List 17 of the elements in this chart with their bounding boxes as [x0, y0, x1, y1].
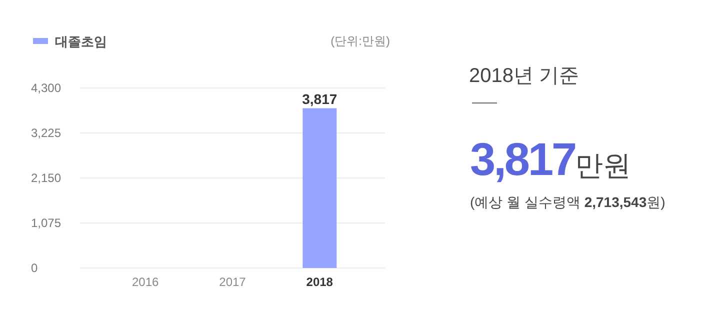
text: 2,713,543: [584, 194, 647, 210]
text: 3,817: [470, 133, 576, 185]
y-tick-label: 2,150: [31, 171, 62, 185]
x-tick-label: 2018: [306, 275, 334, 289]
y-tick-label: 4,300: [31, 81, 62, 95]
text: 만원: [575, 150, 632, 181]
x-tick-label: 2016: [132, 275, 160, 289]
legend-label: 대졸초임: [55, 34, 107, 49]
text: 2018년 기준: [469, 65, 580, 87]
text: 원): [646, 194, 666, 210]
text: (예상 월 실수령액: [470, 194, 584, 210]
y-tick-label: 0: [31, 261, 38, 275]
data-label: 3,817: [302, 91, 338, 108]
y-tick-label: 3,225: [31, 126, 62, 140]
x-tick-label: 2017: [219, 275, 246, 289]
text: (단위:만원): [330, 34, 390, 48]
y-tick-label: 1,075: [31, 216, 62, 230]
